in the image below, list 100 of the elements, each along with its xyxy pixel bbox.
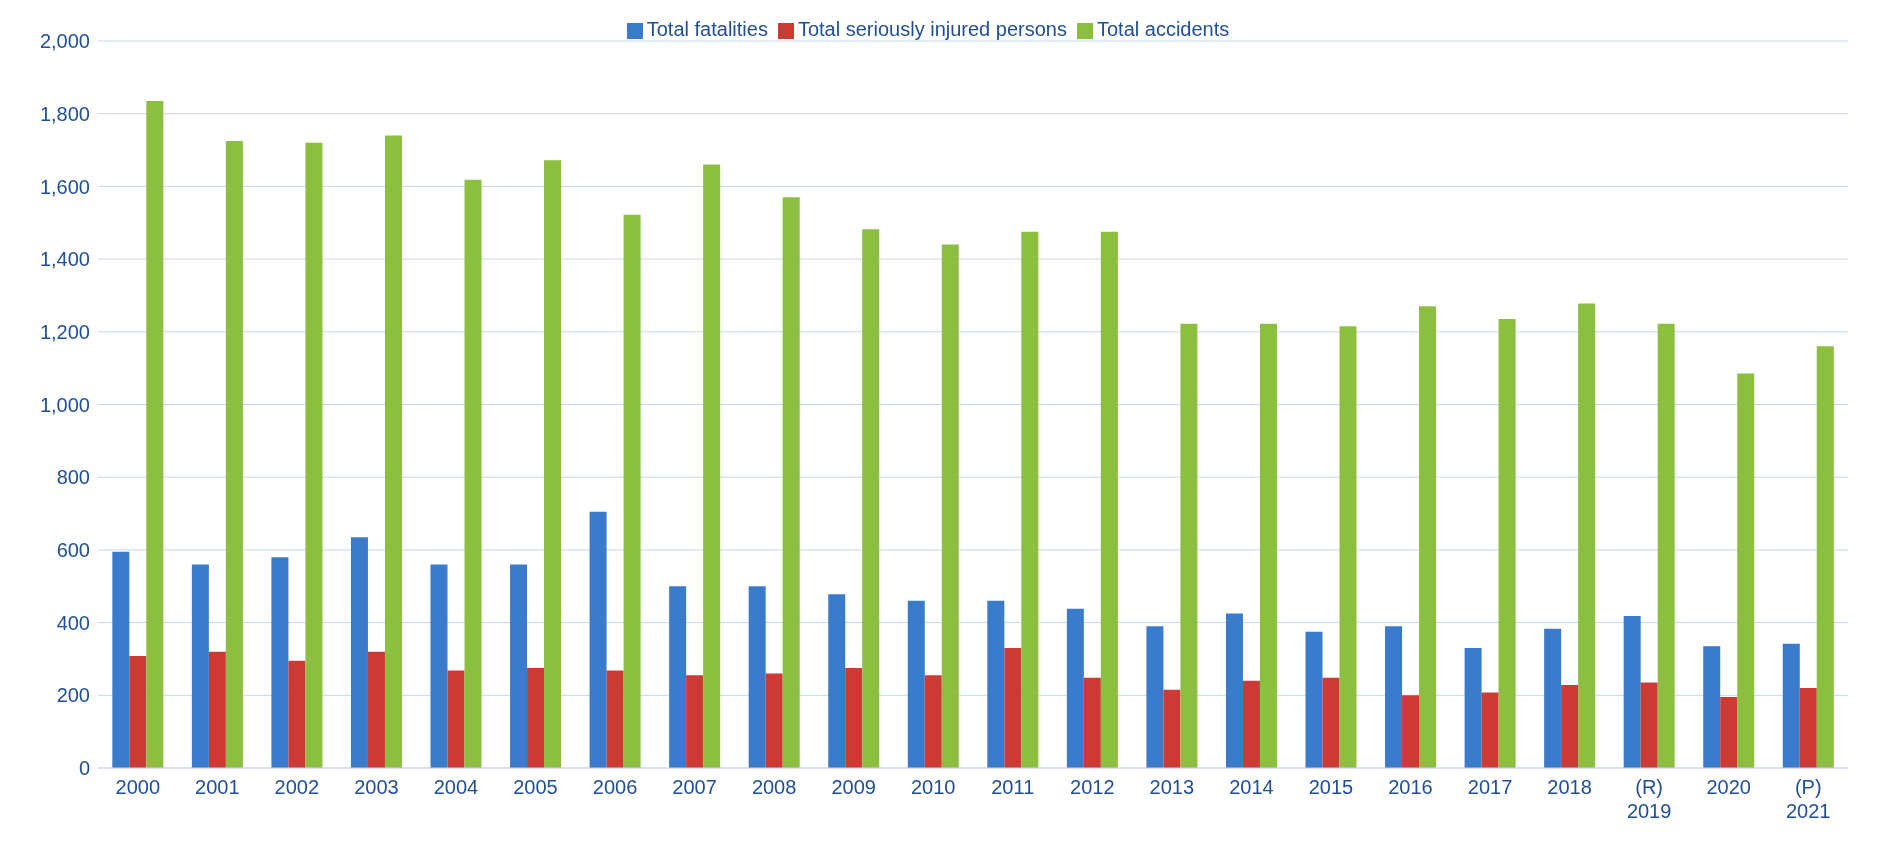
bar <box>464 179 482 768</box>
bar <box>1782 643 1800 768</box>
bar <box>129 656 147 768</box>
bar <box>1703 646 1721 768</box>
bar <box>191 564 209 768</box>
bar <box>288 660 306 768</box>
y-tick-label: 2,000 <box>39 30 90 53</box>
y-tick-label: 600 <box>56 539 90 561</box>
bar <box>510 564 528 768</box>
bar <box>1305 631 1323 768</box>
y-tick-label: 1,400 <box>39 248 90 271</box>
bar <box>1242 680 1260 768</box>
bar <box>1498 319 1516 768</box>
bar <box>350 537 368 768</box>
bar <box>765 673 783 768</box>
bar <box>1339 326 1357 768</box>
bar <box>907 600 925 768</box>
x-tick-label: 2017 <box>1467 776 1513 798</box>
bar <box>112 551 130 768</box>
bar <box>1385 626 1403 768</box>
legend-label: Total seriously injured persons <box>797 18 1067 40</box>
bar <box>1163 689 1181 768</box>
bar <box>208 651 226 768</box>
bar <box>1657 323 1675 768</box>
bar <box>669 586 687 768</box>
bar <box>1481 692 1499 768</box>
bar <box>271 557 289 768</box>
bar <box>748 586 766 768</box>
bar <box>987 600 1005 768</box>
x-tick-label: 2003 <box>354 776 399 798</box>
y-tick-label: 1,600 <box>39 175 90 198</box>
x-tick-label: 2004 <box>433 776 479 798</box>
bar <box>1419 306 1437 768</box>
bar <box>1225 613 1243 768</box>
x-tick-label: 2016 <box>1388 776 1433 798</box>
bar <box>686 675 704 768</box>
x-tick-label: (R) 2019 <box>1626 776 1672 822</box>
bar <box>225 140 243 768</box>
bar <box>828 594 846 768</box>
bar <box>1322 677 1340 768</box>
bar <box>862 229 880 768</box>
x-tick-label: 2013 <box>1149 776 1195 798</box>
legend-label: Total fatalities <box>646 18 768 40</box>
x-tick-label: (P) 2021 <box>1785 776 1831 822</box>
x-tick-label: 2000 <box>115 776 161 798</box>
x-tick-label: 2008 <box>751 776 797 798</box>
bar <box>924 675 942 768</box>
x-tick-label: 2014 <box>1229 776 1274 798</box>
bar <box>623 214 641 768</box>
x-tick-label: 2007 <box>672 776 717 798</box>
x-tick-label: 2020 <box>1706 776 1751 798</box>
bar <box>367 651 385 768</box>
x-tick-label: 2002 <box>274 776 320 798</box>
bar <box>146 100 164 768</box>
y-tick-label: 800 <box>56 466 90 489</box>
x-tick-label: 2010 <box>910 776 956 798</box>
x-tick-label: 2015 <box>1308 776 1354 798</box>
bar <box>1004 648 1022 768</box>
y-tick-label: 1,000 <box>39 393 90 416</box>
bar <box>1259 323 1277 768</box>
bar <box>1640 682 1658 768</box>
x-tick-label: 2012 <box>1070 776 1115 798</box>
bar <box>430 564 448 768</box>
x-tick-label: 2009 <box>831 776 876 798</box>
bar <box>1464 648 1482 768</box>
y-tick-label: 1,200 <box>39 320 90 343</box>
bar <box>527 668 545 768</box>
x-tick-label: 2018 <box>1547 776 1592 798</box>
bar <box>1180 323 1198 768</box>
bar <box>703 164 721 768</box>
bar <box>305 142 323 768</box>
bar <box>447 670 465 768</box>
bar <box>1544 628 1562 768</box>
x-tick-label: 2005 <box>513 776 558 798</box>
bar <box>1737 373 1755 768</box>
bar <box>1100 231 1118 768</box>
bar <box>845 668 863 768</box>
bar <box>1578 303 1596 768</box>
bar <box>1720 697 1738 768</box>
y-tick-label: 200 <box>56 684 90 707</box>
bar <box>1799 688 1817 768</box>
bar <box>1066 608 1084 768</box>
bar <box>384 135 402 768</box>
bar <box>1623 616 1641 768</box>
bar <box>782 197 800 768</box>
bar <box>544 160 562 768</box>
legend-label: Total accidents <box>1096 18 1230 40</box>
y-tick-label: 0 <box>78 757 90 780</box>
bar <box>941 244 959 768</box>
y-tick-label: 400 <box>56 611 90 634</box>
bar <box>1816 346 1834 768</box>
bar <box>1561 685 1579 768</box>
bar <box>1021 231 1039 768</box>
bar <box>606 670 624 768</box>
x-tick-label: 2006 <box>592 776 638 798</box>
bar <box>1402 695 1420 768</box>
x-tick-label: 2011 <box>991 776 1035 798</box>
bar <box>1083 677 1101 768</box>
bar <box>589 511 607 768</box>
bar <box>1146 626 1164 768</box>
